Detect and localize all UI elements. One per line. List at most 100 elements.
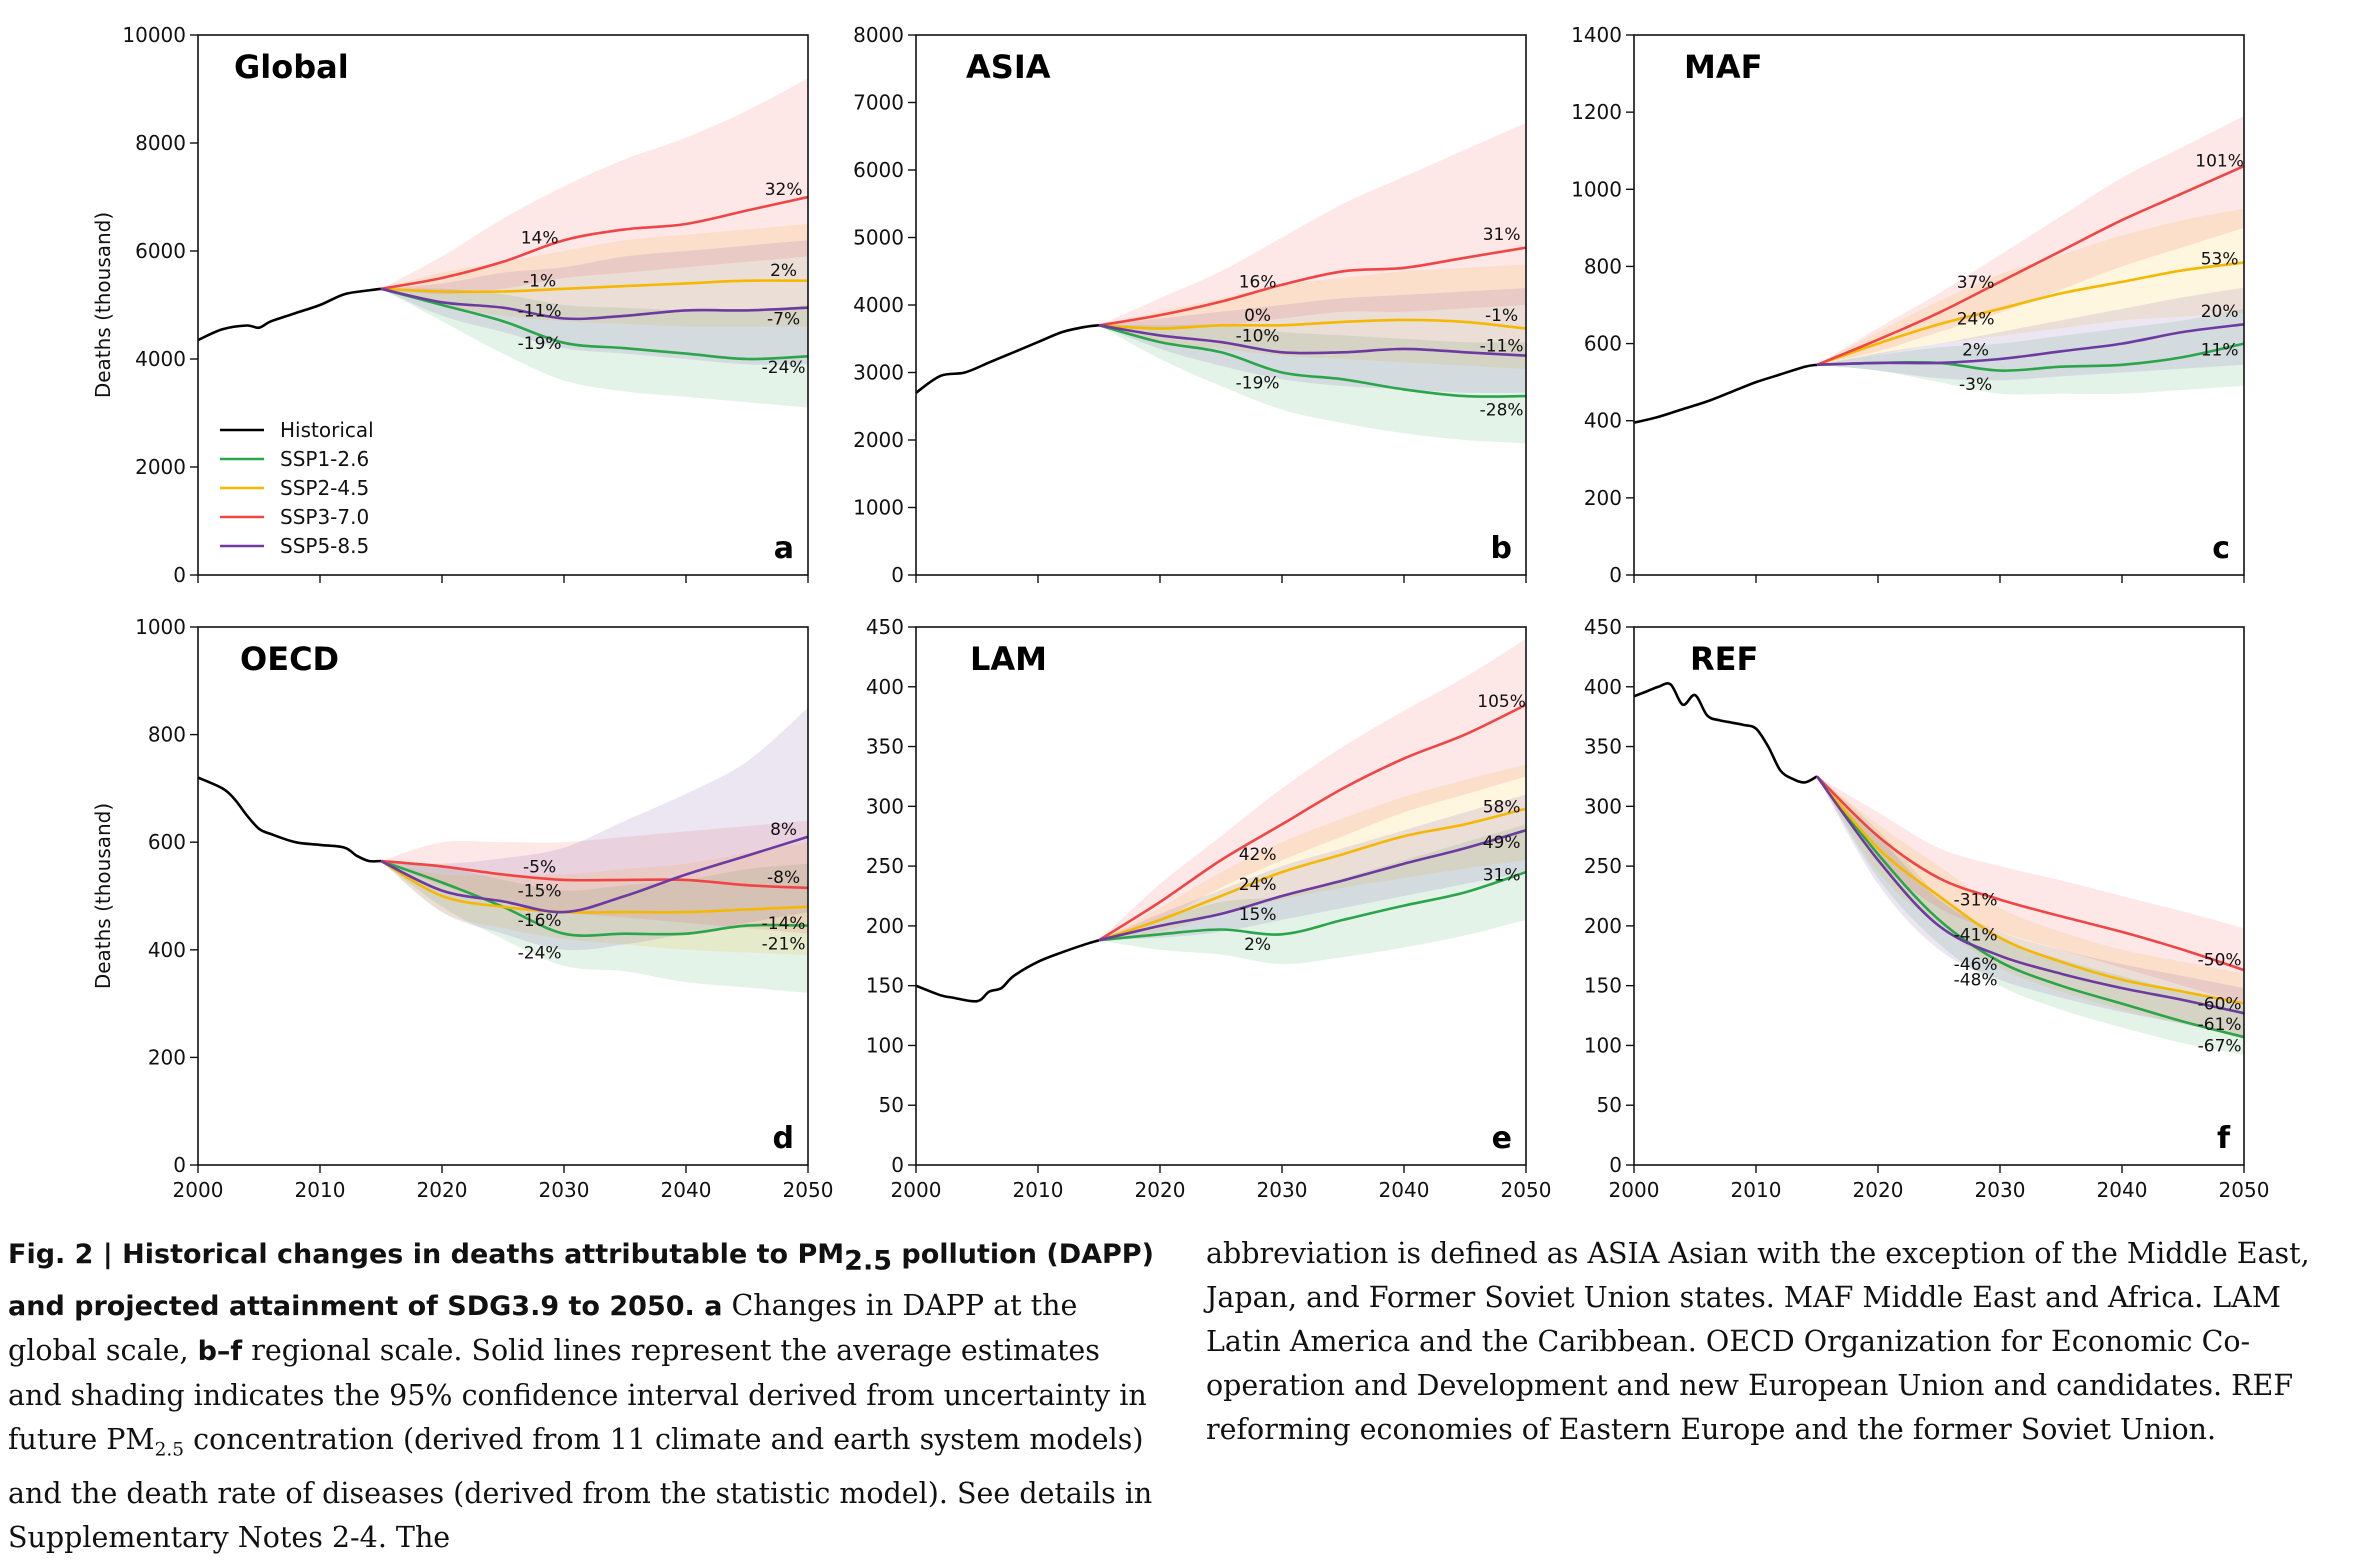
annotation-SSP5-8.5: -48% bbox=[1954, 971, 1998, 991]
y-tick-label: 450 bbox=[866, 615, 904, 639]
line-historical bbox=[1634, 363, 1818, 424]
line-SSP5-8.5 bbox=[1098, 828, 1526, 942]
annotation-SSP2-4.5: 0% bbox=[1244, 306, 1271, 326]
y-tick-label: 300 bbox=[866, 794, 904, 818]
y-tick-label: 250 bbox=[866, 854, 904, 878]
annotation-SSP2-4.5: -60% bbox=[2198, 995, 2242, 1015]
figure-canvas: -19%-24%-1%2%14%32%-11% -7%02000400060008… bbox=[91, 23, 2269, 1202]
y-tick-label: 10000 bbox=[122, 23, 186, 47]
figure-caption-left: Fig. 2 | Historical changes in deaths at… bbox=[8, 1232, 1158, 1560]
band-SSP2-4.5 bbox=[1817, 776, 2244, 1036]
caption-panel-a-text: Changes in DAPP at the global scale, bbox=[8, 1288, 1078, 1367]
y-tick-label: 1000 bbox=[1571, 177, 1622, 201]
y-tick-label: 600 bbox=[1584, 332, 1622, 356]
y-tick-label: 100 bbox=[1584, 1033, 1622, 1057]
annotation-SSP2-4.5: -41% bbox=[1954, 925, 1998, 945]
line-SSP2-4.5 bbox=[1098, 318, 1526, 330]
x-tick-label: 2010 bbox=[1731, 1178, 1782, 1202]
y-tick-label: 400 bbox=[148, 938, 186, 962]
panel-title: Global bbox=[234, 48, 349, 86]
panel-a: -19% -24% -1% 2% 14% 32% -11% -7% 0 2000 4000 6000 8… bbox=[91, 23, 809, 587]
x-tick-label: 2010 bbox=[295, 1178, 346, 1202]
caption-panel-bf-letter: b–f bbox=[197, 1335, 243, 1367]
y-tick-label: 0 bbox=[891, 563, 904, 587]
x-tick-label: 2000 bbox=[891, 1178, 942, 1202]
annotation-SSP2-4.5: 24% bbox=[1957, 310, 1995, 330]
band-SSP1-2.6 bbox=[1817, 308, 2244, 395]
annotation-SSP1-2.6: -24% bbox=[762, 358, 806, 378]
y-tick-label: 0 bbox=[173, 1153, 186, 1177]
annotation-SSP5-8.5: -61% bbox=[2198, 1015, 2242, 1035]
plot-area bbox=[198, 707, 808, 993]
panel-title: REF bbox=[1690, 640, 1758, 678]
legend: Historical SSP1-2.6 SSP2-4.5 SSP3-7.0 SSP5-8… bbox=[220, 418, 374, 558]
line-SSP1-2.6 bbox=[1098, 324, 1526, 398]
y-tick-label: 0 bbox=[1609, 1153, 1622, 1177]
y-tick-label: 0 bbox=[173, 563, 186, 587]
line-historical bbox=[916, 324, 1100, 394]
x-tick-label: 2040 bbox=[2097, 1178, 2148, 1202]
annotation-SSP2-4.5: -1% bbox=[1485, 306, 1518, 326]
y-tick-label: 200 bbox=[866, 914, 904, 938]
y-tick-label: 1200 bbox=[1571, 100, 1622, 124]
legend-label: SSP2-4.5 bbox=[280, 476, 369, 500]
y-tick-label: 6000 bbox=[853, 158, 904, 182]
band-SSP2-4.5 bbox=[1099, 264, 1526, 370]
annotation-SSP1-2.6: -28% bbox=[1480, 401, 1524, 421]
band-SSP1-2.6 bbox=[1099, 324, 1526, 444]
panel-b: -19% -28% 0% -1% 16% 31% -10% -11% 0 1000 2000 3000… bbox=[853, 23, 1527, 587]
caption-title-part2: pollution (DAPP) and projected attainmen… bbox=[8, 1239, 1154, 1322]
y-axis-title: Deaths (thousand) bbox=[91, 803, 115, 989]
panel-title: MAF bbox=[1684, 48, 1762, 86]
line-SSP1-2.6 bbox=[1098, 870, 1526, 942]
y-tick-label: 1000 bbox=[135, 615, 186, 639]
line-SSP5-8.5 bbox=[380, 835, 808, 914]
annotation-SSP1-2.6: -19% bbox=[518, 334, 562, 354]
axes-frame bbox=[915, 626, 1527, 1166]
annotation-SSP5-8.5: -16% bbox=[518, 911, 562, 931]
band-SSP2-4.5 bbox=[1817, 208, 2244, 365]
line-SSP5-8.5 bbox=[1816, 323, 2244, 367]
y-tick-label: 200 bbox=[148, 1045, 186, 1069]
panel-letter: f bbox=[2217, 1121, 2231, 1156]
legend-label: SSP1-2.6 bbox=[280, 447, 369, 471]
y-tick-label: 350 bbox=[1584, 735, 1622, 759]
annotation-SSP1-2.6: 2% bbox=[1244, 935, 1271, 955]
x-tick-label: 2050 bbox=[783, 1178, 834, 1202]
annotation-SSP1-2.6: 31% bbox=[1483, 865, 1521, 885]
line-SSP2-4.5 bbox=[380, 859, 808, 914]
annotation-SSP5-8.5: -10% bbox=[1236, 326, 1280, 346]
line-SSP5-8.5 bbox=[1815, 775, 2244, 1015]
panel-title: ASIA bbox=[966, 48, 1051, 86]
band-SSP5-8.5 bbox=[381, 240, 808, 365]
y-tick-label: 200 bbox=[1584, 486, 1622, 510]
legend-label: SSP3-7.0 bbox=[280, 505, 369, 529]
y-tick-label: 4000 bbox=[853, 293, 904, 317]
line-SSP1-2.6 bbox=[380, 859, 808, 937]
y-tick-label: 150 bbox=[866, 974, 904, 998]
annotation-SSP1-2.6: -24% bbox=[518, 943, 562, 963]
annotation-SSP5-8.5: -11% bbox=[518, 301, 562, 321]
panel-letter: a bbox=[774, 531, 794, 566]
band-SSP5-8.5 bbox=[1817, 287, 2244, 381]
band-SSP3-7.0 bbox=[381, 820, 808, 934]
caption-title-sub: 2.5 bbox=[844, 1245, 893, 1277]
caption-body-sub: 2.5 bbox=[154, 1439, 185, 1461]
y-tick-label: 8000 bbox=[853, 23, 904, 47]
x-tick-label: 2030 bbox=[539, 1178, 590, 1202]
x-tick-label: 2030 bbox=[1975, 1178, 2026, 1202]
caption-abbreviations: abbreviation is defined as ASIA Asian wi… bbox=[1206, 1237, 2310, 1446]
band-SSP2-4.5 bbox=[1099, 764, 1526, 941]
y-tick-label: 1000 bbox=[853, 496, 904, 520]
line-SSP1-2.6 bbox=[380, 287, 808, 361]
panel-letter: b bbox=[1491, 531, 1512, 566]
x-tick-label: 2040 bbox=[1379, 1178, 1430, 1202]
annotation-SSP3-7.0: 32% bbox=[765, 180, 803, 200]
y-tick-label: 400 bbox=[1584, 675, 1622, 699]
x-tick-label: 2020 bbox=[417, 1178, 468, 1202]
y-tick-label: 50 bbox=[879, 1093, 904, 1117]
caption-title-part1: Historical changes in deaths attributabl… bbox=[122, 1239, 845, 1270]
y-tick-label: 50 bbox=[1597, 1093, 1622, 1117]
panel-d: -24% -21% -15% -14% -5% -8% -16% 8% 0 200 400 600 80… bbox=[91, 615, 833, 1202]
x-tick-label: 2040 bbox=[661, 1178, 712, 1202]
